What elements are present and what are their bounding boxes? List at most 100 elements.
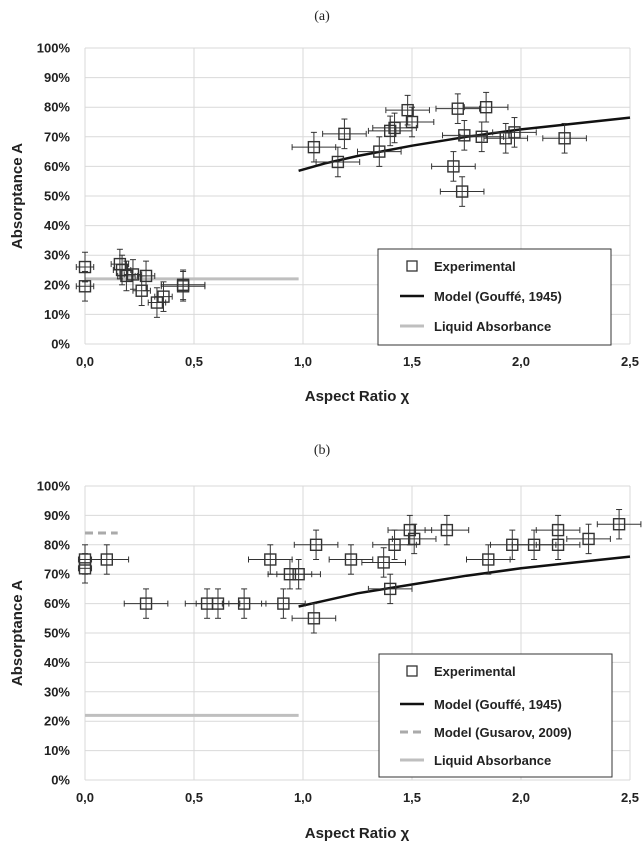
square-marker (78, 280, 92, 293)
square-marker (373, 145, 386, 158)
experimental-point-a (431, 151, 476, 182)
x-tick-label-b: 0,0 (76, 790, 94, 805)
square-marker (237, 597, 251, 610)
legend-label-experimental-b: Experimental (434, 664, 516, 679)
square-marker (479, 100, 493, 114)
panel-label-a: (a) (314, 9, 330, 24)
x-ticks-b: 0,0 0,5 1,0 1,5 2,0 2,5 (76, 790, 639, 805)
experimental-point-a (75, 270, 95, 302)
square-marker (157, 290, 170, 303)
y-tick-label-a: 70% (44, 129, 70, 144)
square-marker (458, 129, 471, 142)
experimental-point-b (221, 588, 267, 619)
x-tick-label-a: 1,0 (294, 354, 312, 369)
y-tick-label-a: 90% (44, 70, 70, 85)
experimental-point-a (322, 118, 367, 150)
experimental-point-b (276, 559, 321, 590)
square-marker (455, 185, 469, 198)
legend-label-model-a: Model (Gouffé, 1945) (434, 289, 562, 304)
experimental-point-a (136, 260, 156, 292)
x-ticks-a: 0,0 0,5 1,0 1,5 2,0 2,5 (76, 354, 639, 369)
experimental-point-b (84, 544, 130, 575)
y-ticks-a: 0% 10% 20% 30% 40% 50% 60% 70% 80% 90% 100% (37, 41, 71, 352)
x-tick-label-b: 1,5 (403, 790, 421, 805)
legend-label-experimental-a: Experimental (434, 259, 516, 274)
x-axis-title-b: Aspect Ratio χ (305, 825, 410, 842)
y-tick-label-b: 70% (44, 567, 70, 582)
y-tick-label-a: 40% (44, 218, 70, 233)
x-axis-title-a: Aspect Ratio χ (305, 388, 410, 405)
square-marker (447, 160, 460, 173)
legend-marker-experimental-a (406, 260, 418, 272)
experimental-point-b (293, 529, 339, 560)
experimental-point-a (389, 106, 435, 138)
y-tick-label-a: 20% (44, 277, 70, 292)
square-marker (78, 562, 92, 575)
legend-label-model-b: Model (Gouffé, 1945) (434, 697, 562, 712)
y-tick-label-a: 60% (44, 159, 70, 174)
experimental-point-b (391, 523, 437, 555)
x-tick-label-a: 0,0 (76, 354, 94, 369)
square-marker (403, 523, 417, 537)
square-marker (384, 124, 397, 138)
square-marker (405, 115, 419, 129)
y-tick-label-b: 90% (44, 508, 70, 523)
legend-label-gusarov-b: Model (Gusarov, 2009) (434, 725, 572, 740)
chart-panel-b: (b) 0% 10% 20% 30% 40% 50% 60% 70% 80% 90% 100% 0,… (9, 443, 642, 842)
experimental-point-a (385, 94, 430, 126)
square-marker (307, 140, 321, 154)
square-marker (475, 130, 488, 144)
x-tick-label-a: 2,5 (621, 354, 639, 369)
model-gouffe-curve-b (298, 555, 631, 608)
experimental-point-a (117, 260, 136, 292)
experimental-point-a (435, 93, 481, 124)
experimental-point-b (328, 544, 374, 575)
y-tick-label-a: 80% (44, 100, 70, 115)
square-marker (558, 132, 571, 145)
square-marker (612, 518, 626, 531)
experimental-point-b (123, 588, 169, 619)
y-tick-label-b: 50% (44, 626, 70, 641)
experimental-point-a (542, 122, 587, 154)
y-tick-label-a: 30% (44, 248, 70, 263)
square-marker (120, 269, 133, 283)
experimental-point-a (492, 117, 537, 148)
experimental-series-b (77, 509, 642, 634)
grid-a (84, 47, 631, 345)
experimental-point-a (439, 176, 485, 207)
y-tick-label-b: 100% (37, 479, 71, 494)
experimental-point-a (160, 269, 206, 301)
experimental-point-a (463, 91, 509, 123)
x-tick-label-b: 1,0 (294, 790, 312, 805)
experimental-point-b (424, 514, 470, 546)
y-tick-label-b: 80% (44, 537, 70, 552)
y-tick-label-b: 10% (44, 743, 70, 758)
square-marker (582, 532, 595, 546)
x-tick-label-a: 1,5 (403, 354, 421, 369)
y-axis-title-b: Absorptance A (9, 580, 26, 686)
square-marker (407, 532, 421, 546)
experimental-point-b (387, 514, 433, 546)
square-marker (264, 553, 277, 566)
x-tick-label-a: 2,0 (512, 354, 530, 369)
x-tick-label-b: 0,5 (185, 790, 203, 805)
y-tick-label-b: 20% (44, 714, 70, 729)
panel-label-b: (b) (314, 443, 331, 458)
legend-label-liquid-a: Liquid Absorbance (434, 319, 551, 334)
y-tick-label-b: 30% (44, 684, 70, 699)
square-marker (277, 597, 290, 610)
model-gouffe-series-b (298, 555, 631, 608)
square-marker (508, 126, 521, 139)
square-marker (482, 553, 495, 566)
experimental-point-a (357, 136, 402, 167)
experimental-point-b (361, 547, 406, 578)
experimental-point-a (459, 121, 505, 153)
x-tick-label-b: 2,5 (621, 790, 639, 805)
experimental-point-b (466, 544, 511, 575)
experimental-point-a (442, 120, 487, 151)
experimental-point-b (248, 544, 293, 575)
experimental-point-b (77, 553, 93, 584)
square-marker (176, 278, 190, 291)
y-tick-label-a: 50% (44, 189, 70, 204)
square-marker (309, 538, 323, 551)
